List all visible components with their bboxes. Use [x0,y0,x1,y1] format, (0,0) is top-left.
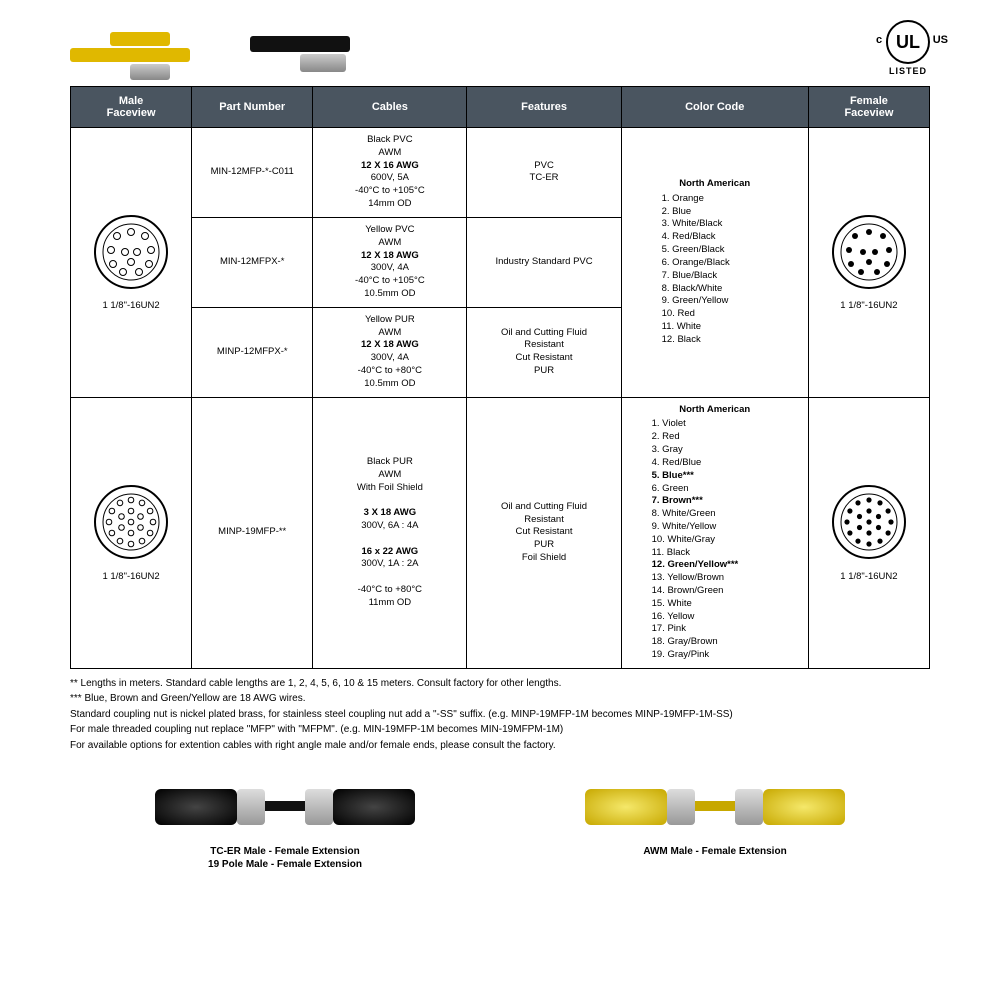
ul-c: c [876,34,882,46]
pn-cell: MINP-12MFPX-* [192,307,313,397]
table-row: 1 1/8"-16UN2 MINP-19MFP-** Black PURAWMW… [71,397,930,668]
th-male: MaleFaceview [71,87,192,128]
ul-listed-logo: c UL US LISTED [886,20,930,76]
connector-face-icon [829,482,909,562]
ul-mark: UL [896,32,920,53]
pn-cell: MINP-19MFP-** [192,397,313,668]
th-pn: Part Number [192,87,313,128]
features-cell: Oil and Cutting FluidResistantCut Resist… [467,397,621,668]
cables-cell: Yellow PVCAWM12 X 18 AWG300V, 4A-40°C to… [313,217,467,307]
colorcode-12: North American1. Orange2. Blue3. White/B… [621,128,808,398]
cables-cell: Yellow PURAWM12 X 18 AWG300V, 4A-40°C to… [313,307,467,397]
awm-extension: AWM Male - Female Extension [585,777,845,871]
th-female: FemaleFaceview [808,87,929,128]
extension-images: TC-ER Male - Female Extension19 Pole Mal… [70,777,930,871]
table-row: 1 1/8"-16UN2 MIN-12MFP-*-C011 Black PVCA… [71,128,930,218]
female-faceview-12: 1 1/8"-16UN2 [808,128,929,398]
black-connector-thumb [250,32,390,80]
ul-listed-text: LISTED [886,66,930,76]
face-label: 1 1/8"-16UN2 [77,571,185,584]
connector-face-icon [91,212,171,292]
male-faceview-12: 1 1/8"-16UN2 [71,128,192,398]
features-cell: Oil and Cutting FluidResistantCut Resist… [467,307,621,397]
face-label: 1 1/8"-16UN2 [815,571,923,584]
cables-cell: Black PURAWMWith Foil Shield 3 X 18 AWG … [313,397,467,668]
pn-cell: MIN-12MFPX-* [192,217,313,307]
face-label: 1 1/8"-16UN2 [77,300,185,313]
th-cables: Cables [313,87,467,128]
features-cell: PVCTC-ER [467,128,621,218]
yellow-connector-thumb [70,32,230,80]
female-faceview-19: 1 1/8"-16UN2 [808,397,929,668]
ext-label: AWM Male - Female Extension [585,845,845,858]
top-images: c UL US LISTED [70,20,930,80]
ext-label: TC-ER Male - Female Extension19 Pole Mal… [155,845,415,871]
male-faceview-19: 1 1/8"-16UN2 [71,397,192,668]
connector-face-icon [91,482,171,562]
pn-cell: MIN-12MFP-*-C011 [192,128,313,218]
face-label: 1 1/8"-16UN2 [815,300,923,313]
colorcode-19: North American1. Violet2. Red3. Gray4. R… [621,397,808,668]
connector-face-icon [829,212,909,292]
th-cc: Color Code [621,87,808,128]
cables-cell: Black PVCAWM12 X 16 AWG600V, 5A-40°C to … [313,128,467,218]
features-cell: Industry Standard PVC [467,217,621,307]
footnotes: ** Lengths in meters. Standard cable len… [70,677,930,754]
th-features: Features [467,87,621,128]
tc-er-extension: TC-ER Male - Female Extension19 Pole Mal… [155,777,415,871]
ul-us: US [933,34,948,46]
spec-table: MaleFaceview Part Number Cables Features… [70,86,930,669]
